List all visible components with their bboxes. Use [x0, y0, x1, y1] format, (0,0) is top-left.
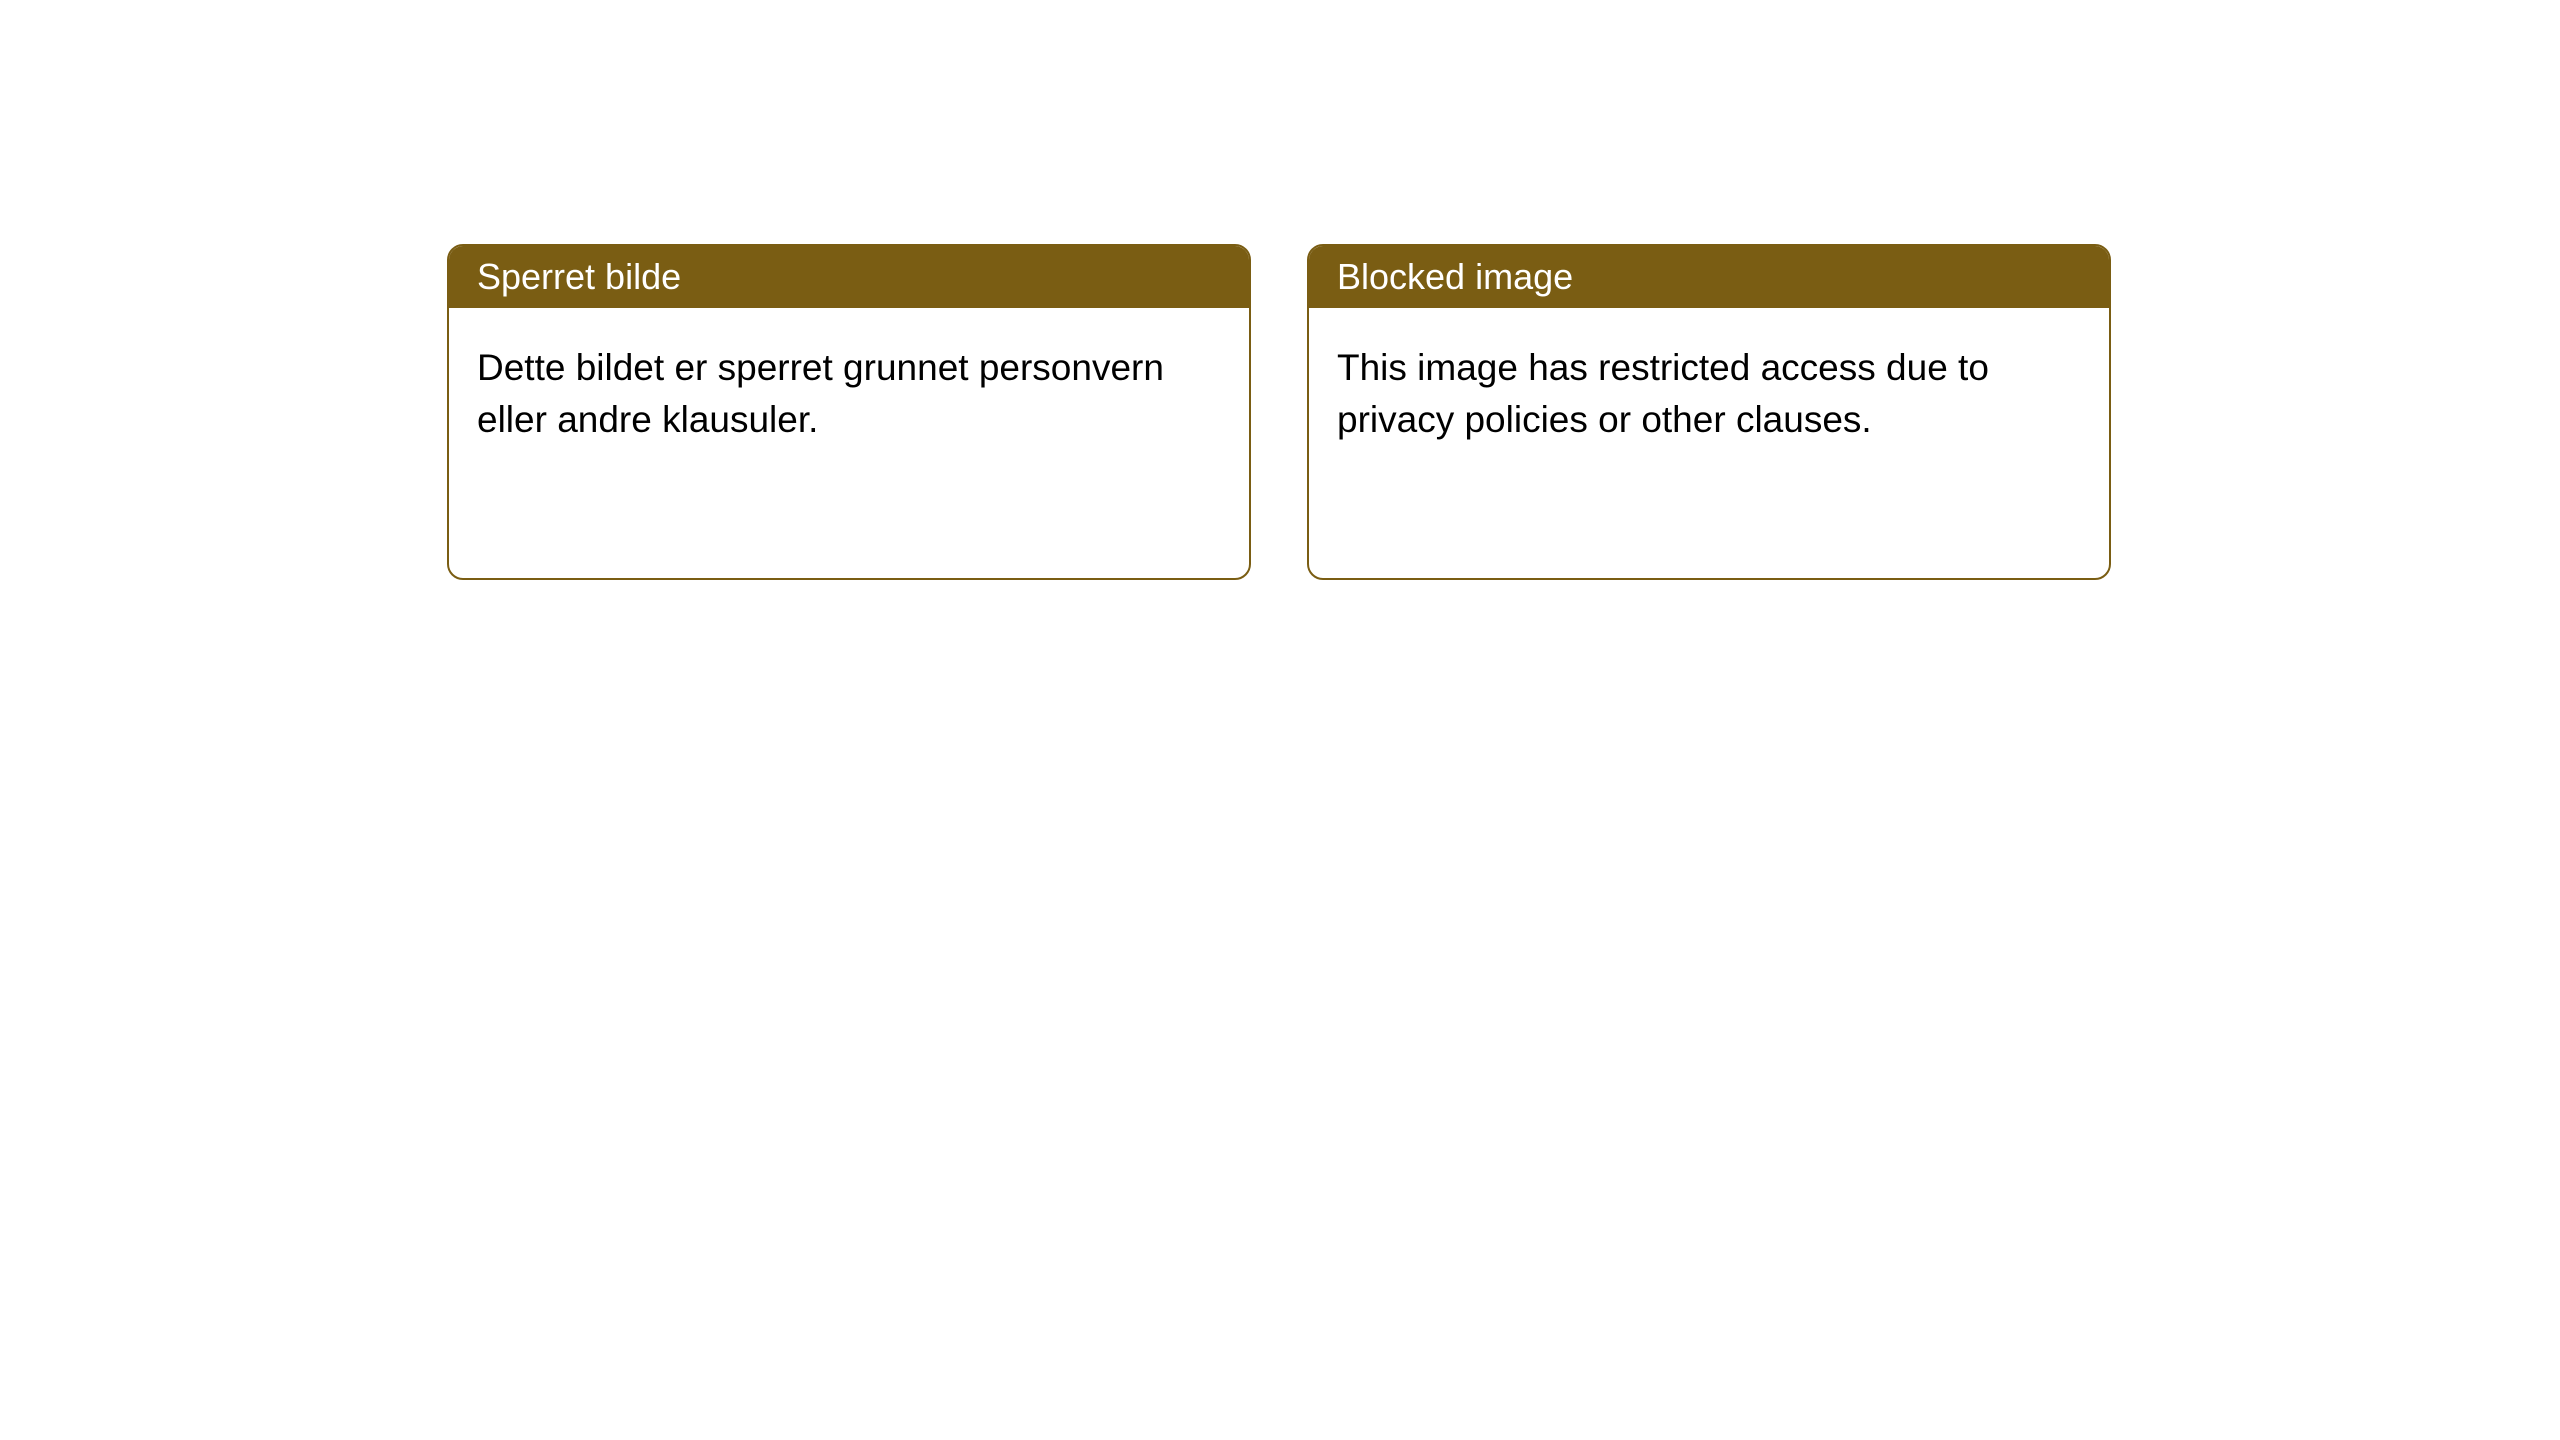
notice-title: Sperret bilde [477, 256, 681, 297]
notice-container: Sperret bilde Dette bildet er sperret gr… [0, 0, 2560, 580]
notice-title: Blocked image [1337, 256, 1573, 297]
notice-box-english: Blocked image This image has restricted … [1307, 244, 2111, 580]
notice-text: This image has restricted access due to … [1337, 347, 1989, 440]
notice-body: This image has restricted access due to … [1309, 308, 2109, 480]
notice-body: Dette bildet er sperret grunnet personve… [449, 308, 1249, 480]
notice-box-norwegian: Sperret bilde Dette bildet er sperret gr… [447, 244, 1251, 580]
notice-header: Blocked image [1309, 246, 2109, 308]
notice-header: Sperret bilde [449, 246, 1249, 308]
notice-text: Dette bildet er sperret grunnet personve… [477, 347, 1164, 440]
